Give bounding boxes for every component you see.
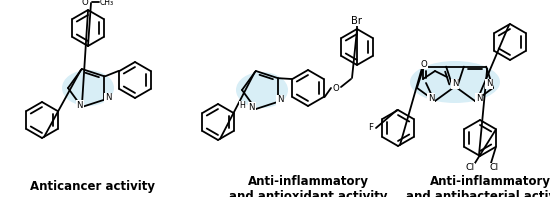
Ellipse shape (62, 70, 114, 106)
Text: N: N (76, 100, 83, 110)
Text: N: N (452, 79, 458, 88)
Text: O: O (421, 59, 427, 69)
Ellipse shape (236, 72, 288, 108)
Text: N: N (428, 94, 435, 102)
Text: N: N (249, 102, 255, 112)
Text: F: F (368, 124, 373, 133)
Text: Br: Br (351, 16, 362, 26)
Text: Anticancer activity: Anticancer activity (30, 180, 155, 193)
Text: O: O (333, 84, 339, 93)
Text: N: N (476, 94, 482, 102)
Text: N: N (486, 79, 492, 88)
Text: N: N (105, 93, 112, 102)
Text: N: N (277, 95, 283, 104)
Text: Cl: Cl (465, 164, 475, 173)
Text: CH₃: CH₃ (100, 0, 114, 7)
Text: H: H (239, 100, 245, 110)
Ellipse shape (410, 61, 500, 103)
Text: Cl: Cl (490, 164, 498, 173)
Text: Anti-inflammatory
and antibacterial activity: Anti-inflammatory and antibacterial acti… (406, 175, 550, 197)
Text: Anti-inflammatory
and antioxidant activity: Anti-inflammatory and antioxidant activi… (229, 175, 387, 197)
Text: O: O (81, 0, 89, 7)
